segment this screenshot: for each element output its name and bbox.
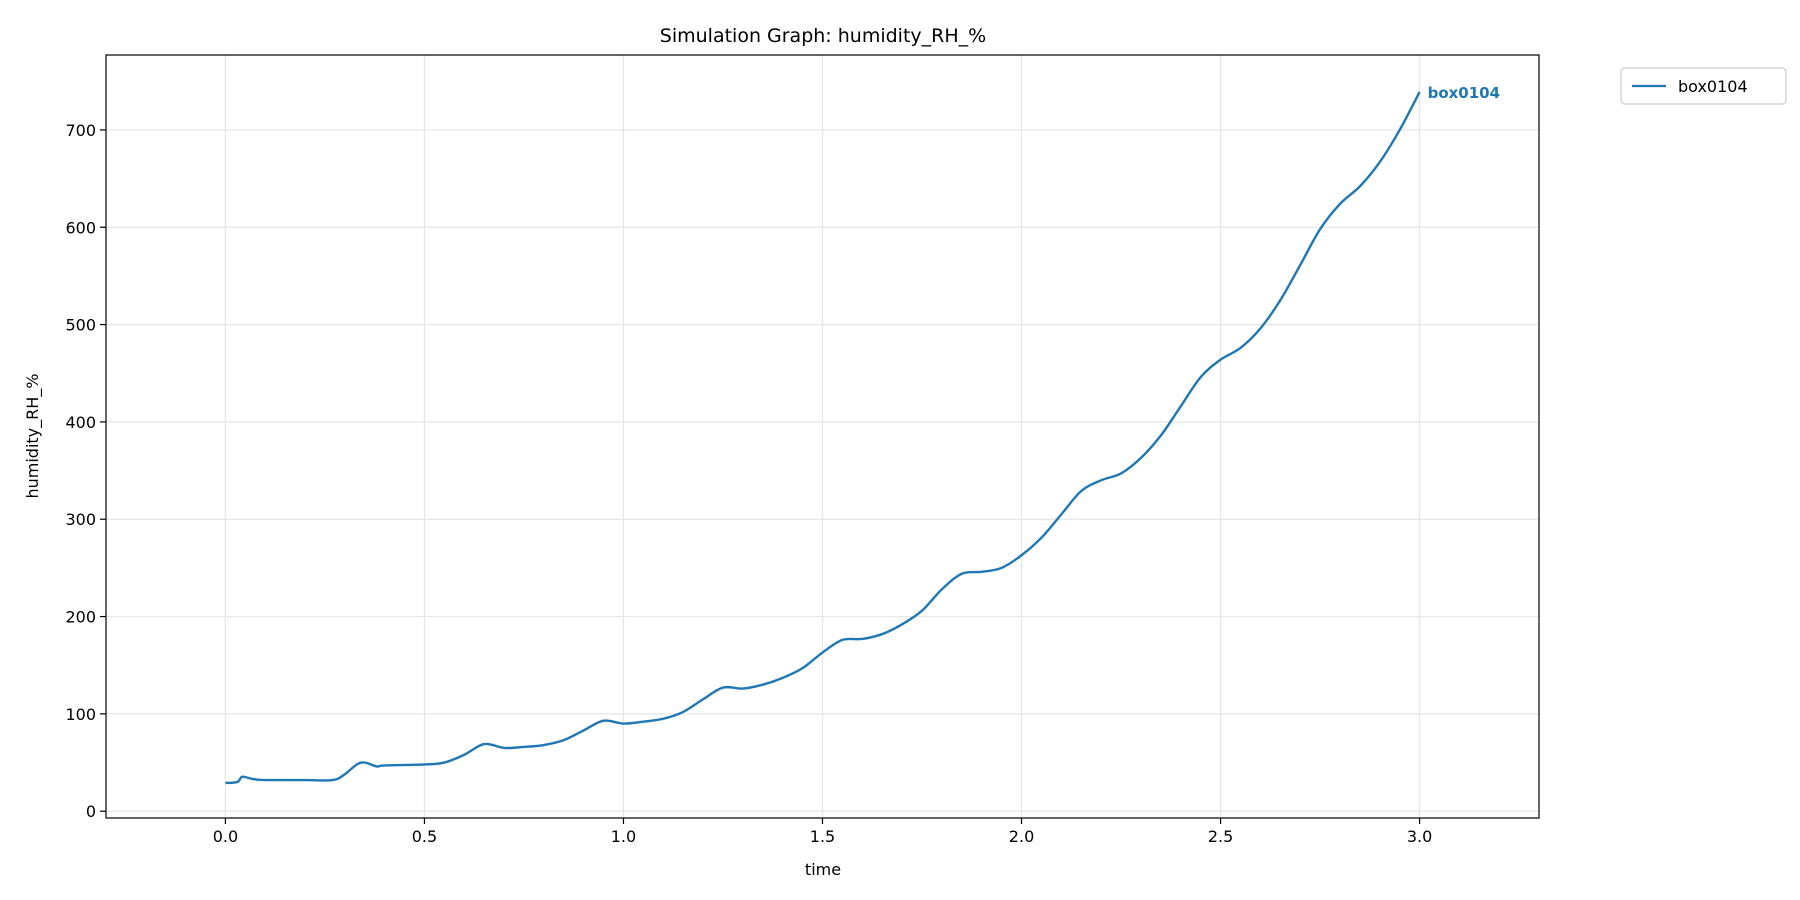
x-axis-label: time bbox=[805, 860, 841, 879]
legend-label-box0104: box0104 bbox=[1678, 77, 1748, 96]
legend-box bbox=[1620, 67, 1787, 105]
y-tick-label: 200 bbox=[65, 608, 96, 627]
x-tick-label: 1.0 bbox=[611, 827, 636, 846]
x-axis: 0.0 0.5 1.0 1.5 2.0 2.5 3.0 bbox=[213, 818, 1432, 846]
series-layer: box0104 bbox=[225, 84, 1500, 785]
series-end-label: box0104 bbox=[1428, 84, 1500, 102]
y-tick-label: 400 bbox=[65, 413, 96, 432]
y-tick-label: 300 bbox=[65, 510, 96, 529]
y-tick-label: 500 bbox=[65, 316, 96, 335]
y-tick-label: 0 bbox=[86, 802, 96, 821]
series-line-box0104 bbox=[225, 91, 1421, 785]
plot-frame bbox=[105, 54, 1540, 819]
y-tick-label: 600 bbox=[65, 218, 96, 237]
chart-title: Simulation Graph: humidity_RH_% bbox=[660, 25, 986, 47]
x-tick-label: 2.5 bbox=[1208, 827, 1233, 846]
x-tick-label: 0.5 bbox=[412, 827, 437, 846]
x-tick-label: 0.0 bbox=[213, 827, 238, 846]
y-tick-label: 700 bbox=[65, 121, 96, 140]
legend: box0104 bbox=[1620, 67, 1787, 105]
x-tick-label: 3.0 bbox=[1407, 827, 1432, 846]
y-axis: 0 100 200 300 400 500 600 700 bbox=[65, 121, 106, 821]
x-tick-label: 1.5 bbox=[810, 827, 835, 846]
grid bbox=[106, 55, 1539, 818]
y-tick-label: 100 bbox=[65, 705, 96, 724]
y-axis-label: humidity_RH_% bbox=[23, 373, 43, 498]
x-tick-label: 2.0 bbox=[1009, 827, 1034, 846]
